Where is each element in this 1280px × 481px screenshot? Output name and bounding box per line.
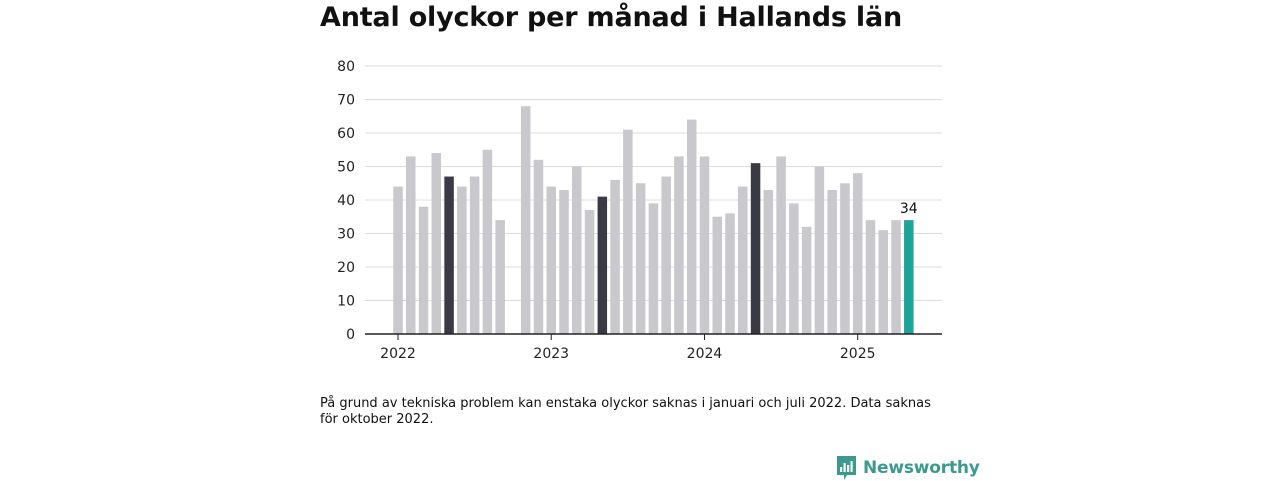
y-tick-label: 10 [337,294,355,310]
bar [597,196,608,334]
bar [572,166,582,334]
bar [789,203,799,334]
bars [393,106,914,334]
bar [878,230,889,334]
bar [520,106,531,334]
bar [725,213,735,334]
bar [674,156,684,334]
x-tick-label: 2022 [380,346,416,362]
bar-chart: 0 10 20 30 40 50 60 70 80 34 2022 2023 2024 2025 [337,59,942,362]
bar [776,156,786,334]
bar [661,176,671,334]
bar [495,220,505,334]
bar [546,186,556,334]
x-tick-label: 2023 [533,346,569,362]
data-labels: 34 [900,201,918,217]
bar [699,156,710,334]
bar [738,186,748,334]
bar [648,203,659,334]
bar [393,186,403,334]
x-tick-label: 2024 [687,346,723,362]
bar [635,183,646,334]
data-label: 34 [900,201,918,217]
bar [431,153,442,334]
bar [763,189,774,334]
bar [482,149,493,334]
chart-title: Antal olyckor per månad i Hallands län [320,2,902,33]
y-tick-label: 50 [337,160,355,176]
bar [814,166,825,334]
bar [827,189,837,334]
bar [559,189,569,334]
bar [891,220,901,334]
bar [457,186,467,334]
y-tick-label: 80 [337,59,355,75]
y-tick-label: 20 [337,260,355,276]
y-tick-label: 0 [346,327,355,343]
bar [444,176,454,334]
bar [623,129,633,334]
x-tick-label: 2025 [840,346,876,362]
brand-name: Newsworthy [863,458,980,478]
y-tick-label: 40 [337,193,355,209]
bar [418,206,429,334]
bar [584,210,595,334]
bar [840,183,850,334]
bar [610,179,620,334]
bar [865,220,876,334]
y-tick-label: 60 [337,126,355,142]
x-axis-ticks: 2022 2023 2024 2025 [380,334,876,362]
bar [712,216,722,334]
bar [406,156,416,334]
y-tick-label: 30 [337,227,355,243]
newsworthy-logo-icon [837,456,856,480]
bar [904,220,914,334]
brand-logo: Newsworthy [836,455,980,481]
footnote: På grund av tekniska problem kan enstaka… [320,396,931,427]
bar [852,173,863,334]
bar [533,159,544,334]
bar [686,119,697,334]
y-axis-ticks: 0 10 20 30 40 50 60 70 80 [337,59,355,343]
bar [801,226,812,334]
bar [469,176,480,334]
y-tick-label: 70 [337,93,355,109]
bar [750,163,761,334]
